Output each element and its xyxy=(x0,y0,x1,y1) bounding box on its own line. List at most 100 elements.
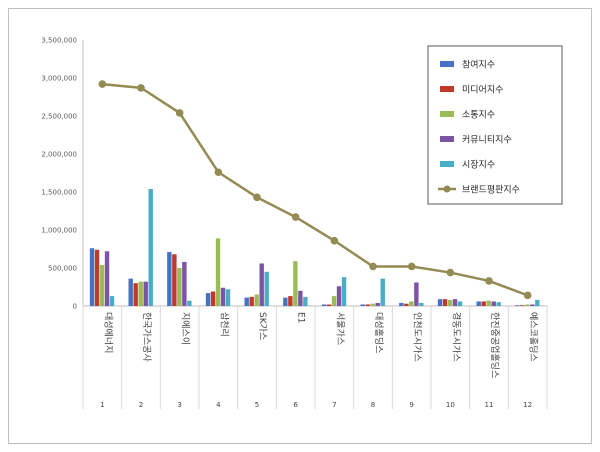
bar-4-3 xyxy=(182,261,187,306)
line-point-8 xyxy=(369,262,377,271)
bar-5-11 xyxy=(496,302,501,306)
category-label: E1 xyxy=(296,312,306,323)
line-point-7 xyxy=(330,236,339,245)
legend-label-5: 시장지수 xyxy=(462,160,495,171)
legend-label-6: 브랜드평판지수 xyxy=(462,185,520,196)
bar-2-2 xyxy=(133,283,138,306)
bar-2-9 xyxy=(404,303,409,306)
bar-2-8 xyxy=(365,304,370,306)
legend-label-2: 미디어지수 xyxy=(462,85,503,96)
brand-reputation-line xyxy=(102,82,529,297)
line-point-10 xyxy=(446,268,455,277)
bar-3-6 xyxy=(293,261,298,306)
bar-5-10 xyxy=(457,301,463,306)
bar-1-2 xyxy=(128,278,133,306)
line-point-4 xyxy=(214,168,223,177)
category-label: 경동도시가스 xyxy=(450,312,462,362)
bar-2-4 xyxy=(210,291,216,306)
bar-4-4 xyxy=(220,287,226,306)
bar-3-8 xyxy=(370,303,375,306)
bar-5-3 xyxy=(187,300,192,306)
y-tick-label: 2,500,000 xyxy=(41,113,77,121)
category-label: 삼천리 xyxy=(218,312,229,337)
line-point-2 xyxy=(137,84,145,92)
bar-4-1 xyxy=(104,251,110,306)
bar-4-10 xyxy=(452,299,458,306)
bar-4-9 xyxy=(414,282,419,306)
line-point-5 xyxy=(253,193,261,202)
legend-point-marker xyxy=(443,185,451,193)
bar-4-8 xyxy=(375,302,380,306)
category-label: 한국가스공사 xyxy=(141,312,152,362)
category-label: 인천도시가스 xyxy=(412,312,423,362)
category-label: 대성홀딩스 xyxy=(373,312,385,353)
bar-1-3 xyxy=(167,252,172,306)
bar-5-8 xyxy=(380,278,385,306)
category-label: 예스코홀딩스 xyxy=(528,312,540,362)
bar-4-12 xyxy=(530,304,535,306)
bar-2-1 xyxy=(94,249,100,306)
category-rank: 6 xyxy=(293,401,298,409)
bar-3-12 xyxy=(525,304,530,306)
legend-box xyxy=(427,45,563,205)
line-point-9 xyxy=(407,262,416,271)
category-rank: 9 xyxy=(409,401,413,409)
category-label: 한진중공업홀딩스 xyxy=(489,312,501,378)
category-rank: 10 xyxy=(446,401,455,409)
bar-3-9 xyxy=(409,301,414,306)
line-point-11 xyxy=(485,277,493,285)
category-rank: 5 xyxy=(255,401,259,409)
bar-5-5 xyxy=(264,271,269,306)
line-point-1 xyxy=(98,80,107,88)
line-point-12 xyxy=(523,291,532,300)
bar-5-1 xyxy=(109,296,115,306)
bar-5-2 xyxy=(148,188,153,306)
bar-4-7 xyxy=(336,286,342,306)
bar-1-12 xyxy=(515,305,520,306)
bar-1-11 xyxy=(476,301,481,306)
category-label: SK가스 xyxy=(257,312,268,340)
line-point-6 xyxy=(291,213,300,221)
bar-1-9 xyxy=(399,302,404,306)
bar-1-7 xyxy=(321,304,327,306)
category-rank: 4 xyxy=(216,401,221,409)
y-tick-label: 2,000,000 xyxy=(41,151,77,159)
category-rank: 2 xyxy=(139,401,143,409)
y-tick-label: 500,000 xyxy=(48,265,77,273)
bar-2-3 xyxy=(172,254,177,306)
bar-5-4 xyxy=(225,289,231,306)
bar-4-5 xyxy=(259,263,264,306)
bar-3-3 xyxy=(177,268,182,306)
bar-5-12 xyxy=(535,299,540,306)
bar-2-7 xyxy=(326,304,332,306)
bar-1-6 xyxy=(283,297,288,306)
bar-3-5 xyxy=(254,294,259,306)
bar-2-12 xyxy=(520,305,525,306)
bar-5-9 xyxy=(419,302,424,306)
bar-1-1 xyxy=(89,248,95,306)
y-tick-label: 1,000,000 xyxy=(41,227,77,235)
bar-5-7 xyxy=(341,277,347,306)
bar-1-10 xyxy=(437,299,443,306)
bar-4-2 xyxy=(143,281,148,306)
bar-2-5 xyxy=(249,296,254,306)
legend-swatch-4 xyxy=(440,136,454,142)
legend-label-4: 커뮤니티지수 xyxy=(462,135,512,146)
line-point-3 xyxy=(175,109,184,117)
legend-label-1: 참여지수 xyxy=(462,59,495,71)
bar-2-11 xyxy=(481,301,486,306)
bar-2-6 xyxy=(288,296,293,306)
bar-4-6 xyxy=(298,290,303,306)
y-tick-label: 3,500,000 xyxy=(41,37,77,45)
bar-2-10 xyxy=(442,299,448,306)
y-tick-label: 0 xyxy=(73,303,77,311)
category-rank: 11 xyxy=(485,401,494,409)
category-rank: 12 xyxy=(523,401,532,409)
category-rank: 1 xyxy=(100,401,104,409)
y-tick-label: 1,500,000 xyxy=(41,189,77,197)
bar-1-4 xyxy=(205,293,211,306)
category-rank: 7 xyxy=(332,401,336,409)
legend-swatch-3 xyxy=(440,111,454,117)
bar-3-7 xyxy=(331,296,337,306)
